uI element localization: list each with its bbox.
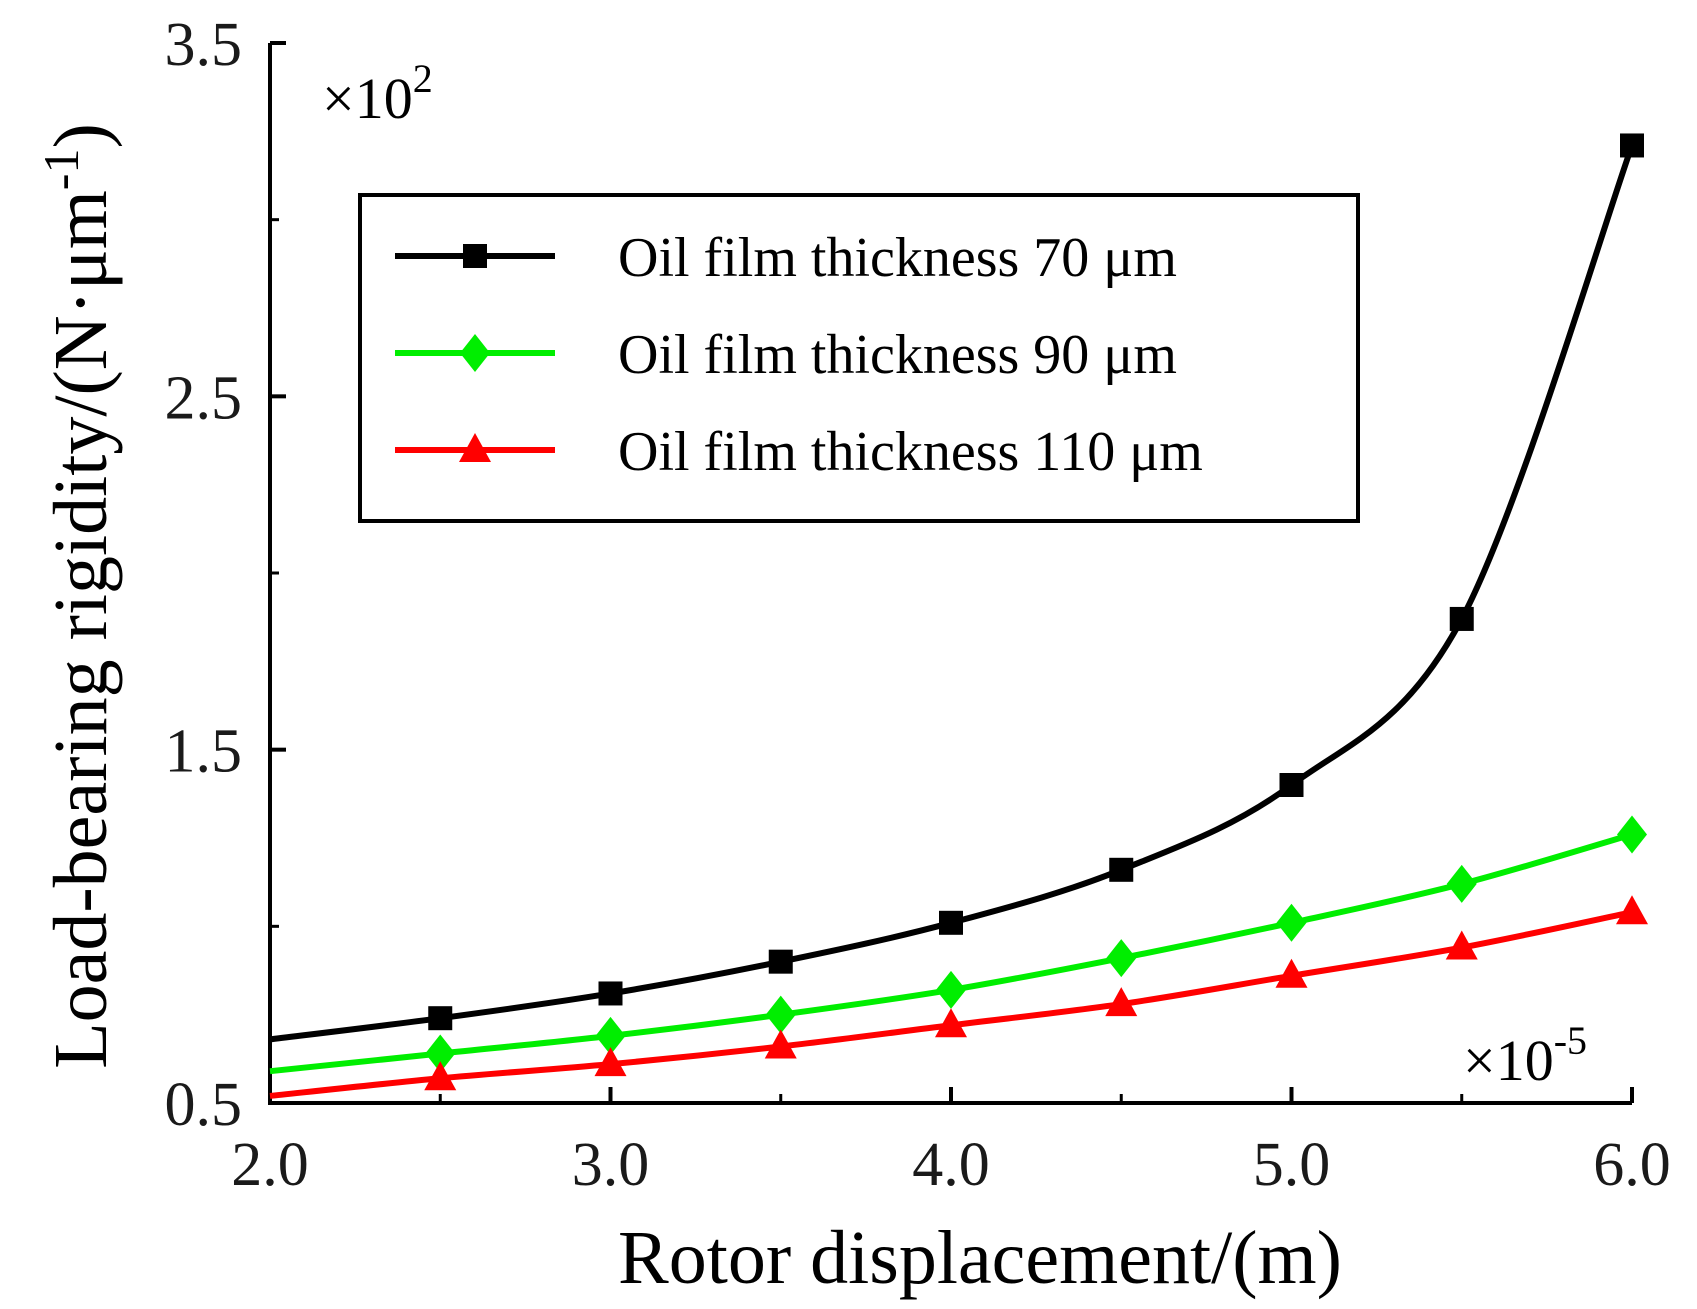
data-point-triangle: [1445, 930, 1478, 960]
y-tick-label: 3.5: [165, 11, 243, 79]
y-multiplier-base: ×10: [322, 66, 413, 131]
y-tick-label: 0.5: [165, 1071, 243, 1139]
data-point-diamond: [1276, 903, 1307, 942]
data-point-diamond: [765, 995, 796, 1034]
data-point-triangle: [1275, 958, 1308, 988]
data-point-triangle: [1105, 987, 1138, 1017]
legend: Oil film thickness 70 μm Oil film thickne…: [358, 193, 1360, 523]
x-tick-label: 5.0: [1253, 1131, 1331, 1199]
data-point-square: [1620, 133, 1644, 158]
y-multiplier: ×102: [322, 56, 433, 131]
legend-marker-square: [463, 244, 487, 268]
data-point-triangle: [424, 1061, 457, 1091]
y-axis-title-main: Load-bearing rigidity/(N·μm: [39, 190, 123, 1069]
data-point-square: [598, 981, 623, 1006]
data-point-diamond: [425, 1034, 456, 1073]
data-point-diamond: [1446, 864, 1477, 903]
x-multiplier-exponent: -5: [1554, 1018, 1587, 1063]
data-point-square: [1109, 857, 1134, 882]
legend-label: Oil film thickness 90 μm: [618, 324, 1177, 386]
series-layer: [269, 133, 1648, 1099]
data-point-square: [939, 910, 963, 935]
y-axis-title-close: ): [39, 123, 123, 148]
y-axis-title: Load-bearing rigidity/(N·μm-1): [33, 123, 123, 1069]
data-point-square: [428, 1006, 453, 1031]
data-point-diamond: [1106, 939, 1137, 978]
data-point-square: [1279, 773, 1304, 797]
x-multiplier: ×10-5: [1463, 1018, 1587, 1093]
x-tick-label: 6.0: [1593, 1131, 1671, 1199]
data-point-square: [768, 949, 793, 974]
data-point-triangle: [594, 1047, 627, 1077]
data-point-triangle: [1616, 895, 1648, 925]
data-point-diamond: [1617, 815, 1647, 854]
y-tick-label: 2.5: [165, 364, 243, 432]
data-point-triangle: [935, 1008, 967, 1038]
x-tick-label: 3.0: [572, 1131, 650, 1199]
axis-ticks: 2.0 3.0 4.0 5.0 6.0 0.5 1.5 2.5 3.5: [165, 11, 1671, 1199]
legend-items: Oil film thickness 70 μm Oil film thickne…: [395, 227, 1203, 483]
series-line-1: [269, 144, 1635, 1043]
legend-marker-triangle: [459, 433, 491, 462]
legend-box: [358, 193, 1360, 523]
legend-label: Oil film thickness 110 μm: [618, 421, 1203, 483]
y-tick-label: 1.5: [165, 718, 243, 786]
y-axis-title-superscript: -1: [33, 149, 89, 191]
legend-marker-diamond: [460, 334, 490, 372]
x-tick-label: 4.0: [912, 1131, 990, 1199]
data-point-triangle: [764, 1029, 797, 1059]
data-point-diamond: [936, 970, 966, 1009]
x-multiplier-base: ×10: [1463, 1028, 1554, 1093]
legend-label: Oil film thickness 70 μm: [618, 227, 1177, 289]
x-axis-title: Rotor displacement/(m): [618, 1216, 1342, 1300]
data-point-square: [1449, 606, 1474, 631]
x-tick-label: 2.0: [231, 1131, 309, 1199]
data-point-diamond: [595, 1016, 626, 1055]
y-multiplier-exponent: 2: [413, 56, 433, 101]
